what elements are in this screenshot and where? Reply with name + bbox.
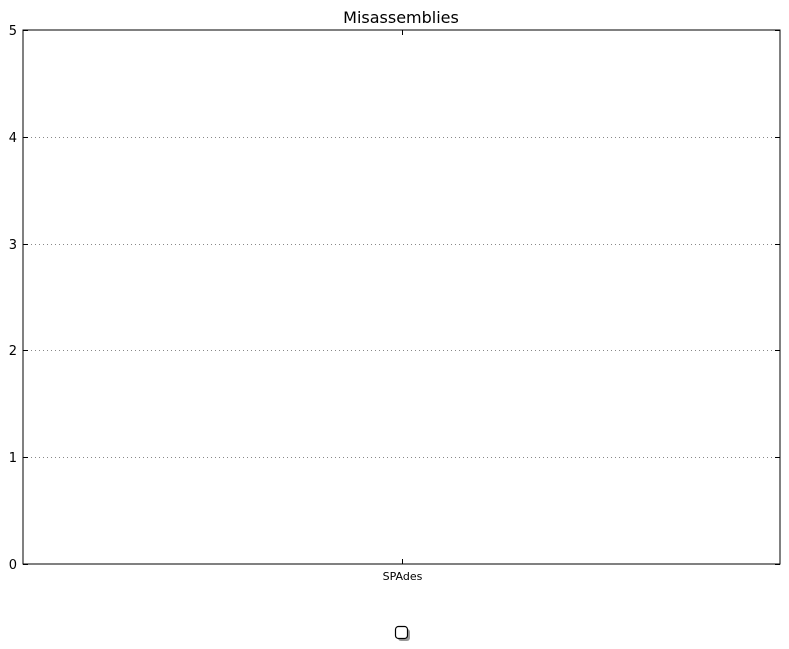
y-tick-label: 3 [9,238,17,253]
x-tick-label: SPAdes [383,570,423,583]
chart-title: Misassemblies [343,8,459,27]
x-axis-ticks: SPAdes [383,30,423,583]
y-tick-label: 5 [9,24,17,39]
y-tick-label: 0 [9,558,17,573]
y-axis-ticks: 0 1 2 3 4 5 [9,24,780,573]
plot-area-frame [22,29,781,565]
legend-box [394,625,409,640]
legend [394,625,410,641]
y-tick-label: 2 [9,344,17,359]
y-tick-label: 1 [9,451,17,466]
y-tick-label: 4 [9,131,17,146]
